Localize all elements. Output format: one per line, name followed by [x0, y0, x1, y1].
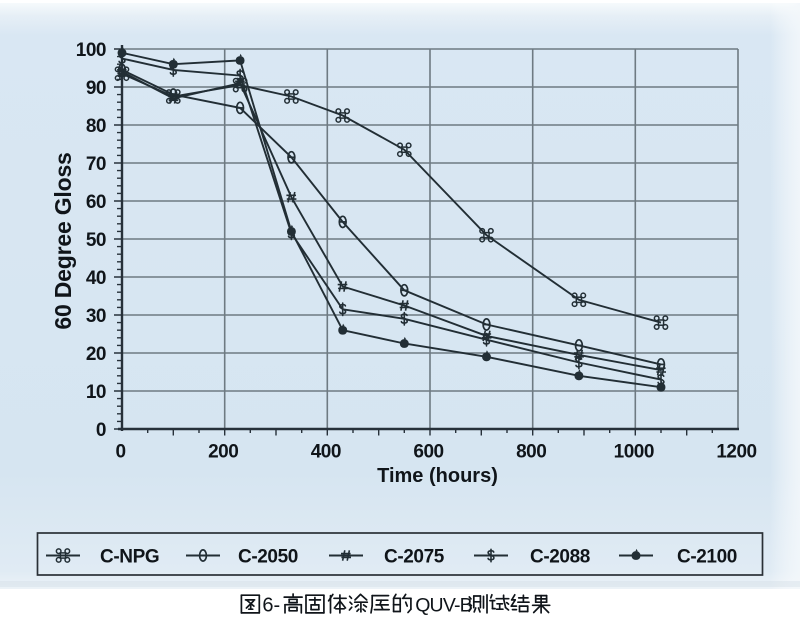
svg-text:20: 20 — [86, 344, 106, 365]
svg-text:Time (hours): Time (hours) — [377, 465, 498, 487]
svg-text:0: 0 — [96, 420, 106, 441]
svg-text:6-: 6- — [262, 595, 280, 617]
svg-text:90: 90 — [86, 78, 106, 99]
svg-text:0: 0 — [115, 442, 125, 463]
svg-text:200: 200 — [208, 442, 238, 463]
svg-text:QUV-B: QUV-B — [415, 595, 472, 617]
svg-text:10: 10 — [86, 382, 106, 403]
svg-text:80: 80 — [86, 116, 106, 137]
svg-text:1000: 1000 — [614, 442, 654, 463]
svg-text:C-2075: C-2075 — [384, 547, 445, 568]
svg-text:40: 40 — [86, 268, 106, 289]
svg-text:100: 100 — [76, 40, 106, 61]
svg-text:60 Degree Gloss: 60 Degree Gloss — [50, 152, 76, 329]
svg-text:C-NPG: C-NPG — [100, 547, 159, 568]
svg-text:50: 50 — [86, 230, 106, 251]
svg-text:60: 60 — [86, 192, 106, 213]
svg-text:70: 70 — [86, 154, 106, 175]
svg-text:30: 30 — [86, 306, 106, 327]
svg-text:C-2100: C-2100 — [677, 547, 737, 568]
svg-text:1200: 1200 — [716, 442, 756, 463]
svg-text:C-2088: C-2088 — [530, 547, 590, 568]
svg-text:C-2050: C-2050 — [238, 547, 298, 568]
svg-text:600: 600 — [413, 442, 443, 463]
svg-text:400: 400 — [311, 442, 341, 463]
svg-text:800: 800 — [516, 442, 546, 463]
